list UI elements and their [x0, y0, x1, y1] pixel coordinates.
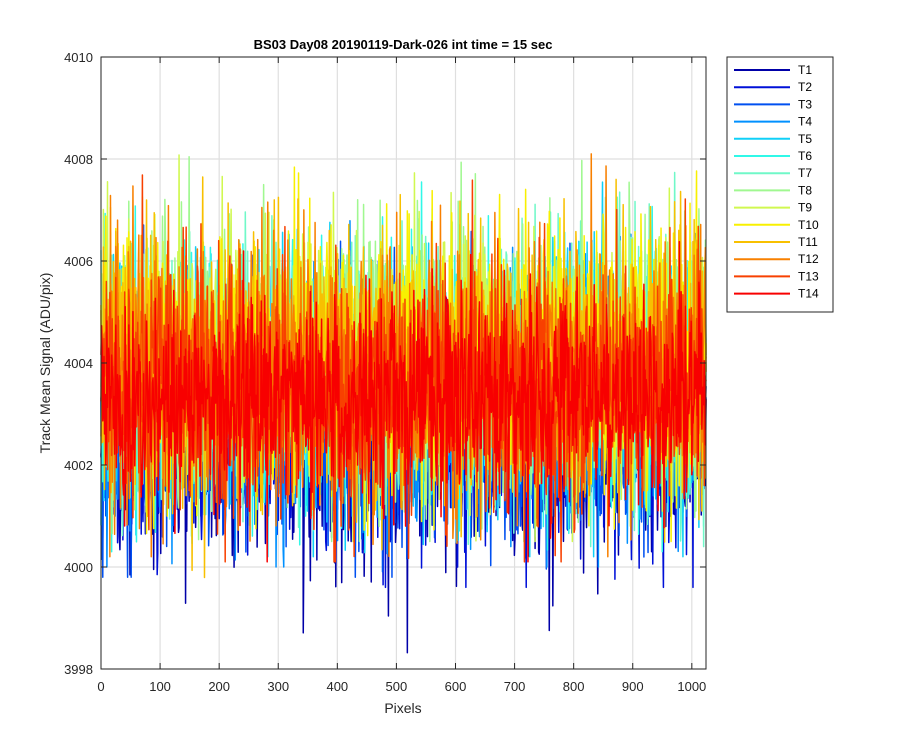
plot-area: [100, 56, 707, 670]
legend-label: T1: [798, 63, 812, 77]
x-tick-label: 800: [563, 679, 585, 694]
legend-label: T6: [798, 149, 812, 163]
legend-label: T12: [798, 252, 819, 266]
x-tick-label: 200: [208, 679, 230, 694]
x-tick-label: 0: [97, 679, 104, 694]
legend-label: T14: [798, 287, 819, 301]
legend-label: T11: [798, 235, 818, 249]
y-tick-label: 4010: [64, 50, 93, 65]
legend-label: T2: [798, 80, 812, 94]
legend-label: T7: [798, 166, 812, 180]
legend-box: [726, 56, 834, 313]
x-tick-label: 600: [445, 679, 467, 694]
x-tick-label: 1000: [677, 679, 706, 694]
chart-title: BS03 Day08 20190119-Dark-026 int time = …: [254, 37, 553, 52]
y-tick-label: 4006: [64, 254, 93, 269]
y-tick-label: 3998: [64, 662, 93, 677]
legend-label: T3: [798, 97, 812, 111]
series-line-t14: [100, 240, 707, 563]
x-tick-label: 100: [149, 679, 171, 694]
x-axis-ticks: 0 100 200 300 400 500 600 700 800 900 1000: [97, 57, 706, 694]
y-tick-label: 4008: [64, 152, 93, 167]
x-tick-label: 500: [386, 679, 408, 694]
legend: T1 T2 T3 T4 T5 T6 T7 T8 T9 T10 T11 T12 T13 T14: [726, 56, 834, 313]
legend-label: T9: [798, 201, 812, 215]
legend-label: T10: [798, 218, 819, 232]
x-tick-label: 900: [622, 679, 644, 694]
y-tick-label: 4002: [64, 458, 93, 473]
legend-label: T5: [798, 132, 812, 146]
y-axis-ticks: 3998 4000 4002 4004 4006 4008 4010: [64, 50, 706, 677]
y-axis-label: Track Mean Signal (ADU/pix): [37, 273, 53, 454]
x-axis-label: Pixels: [384, 700, 421, 716]
legend-label: T13: [798, 269, 819, 283]
x-tick-label: 700: [504, 679, 526, 694]
legend-label: T4: [798, 115, 812, 129]
y-tick-label: 4004: [64, 356, 93, 371]
y-tick-label: 4000: [64, 560, 93, 575]
series-lines: [100, 153, 707, 654]
legend-label: T8: [798, 183, 812, 197]
x-tick-label: 400: [326, 679, 348, 694]
x-tick-label: 300: [267, 679, 289, 694]
